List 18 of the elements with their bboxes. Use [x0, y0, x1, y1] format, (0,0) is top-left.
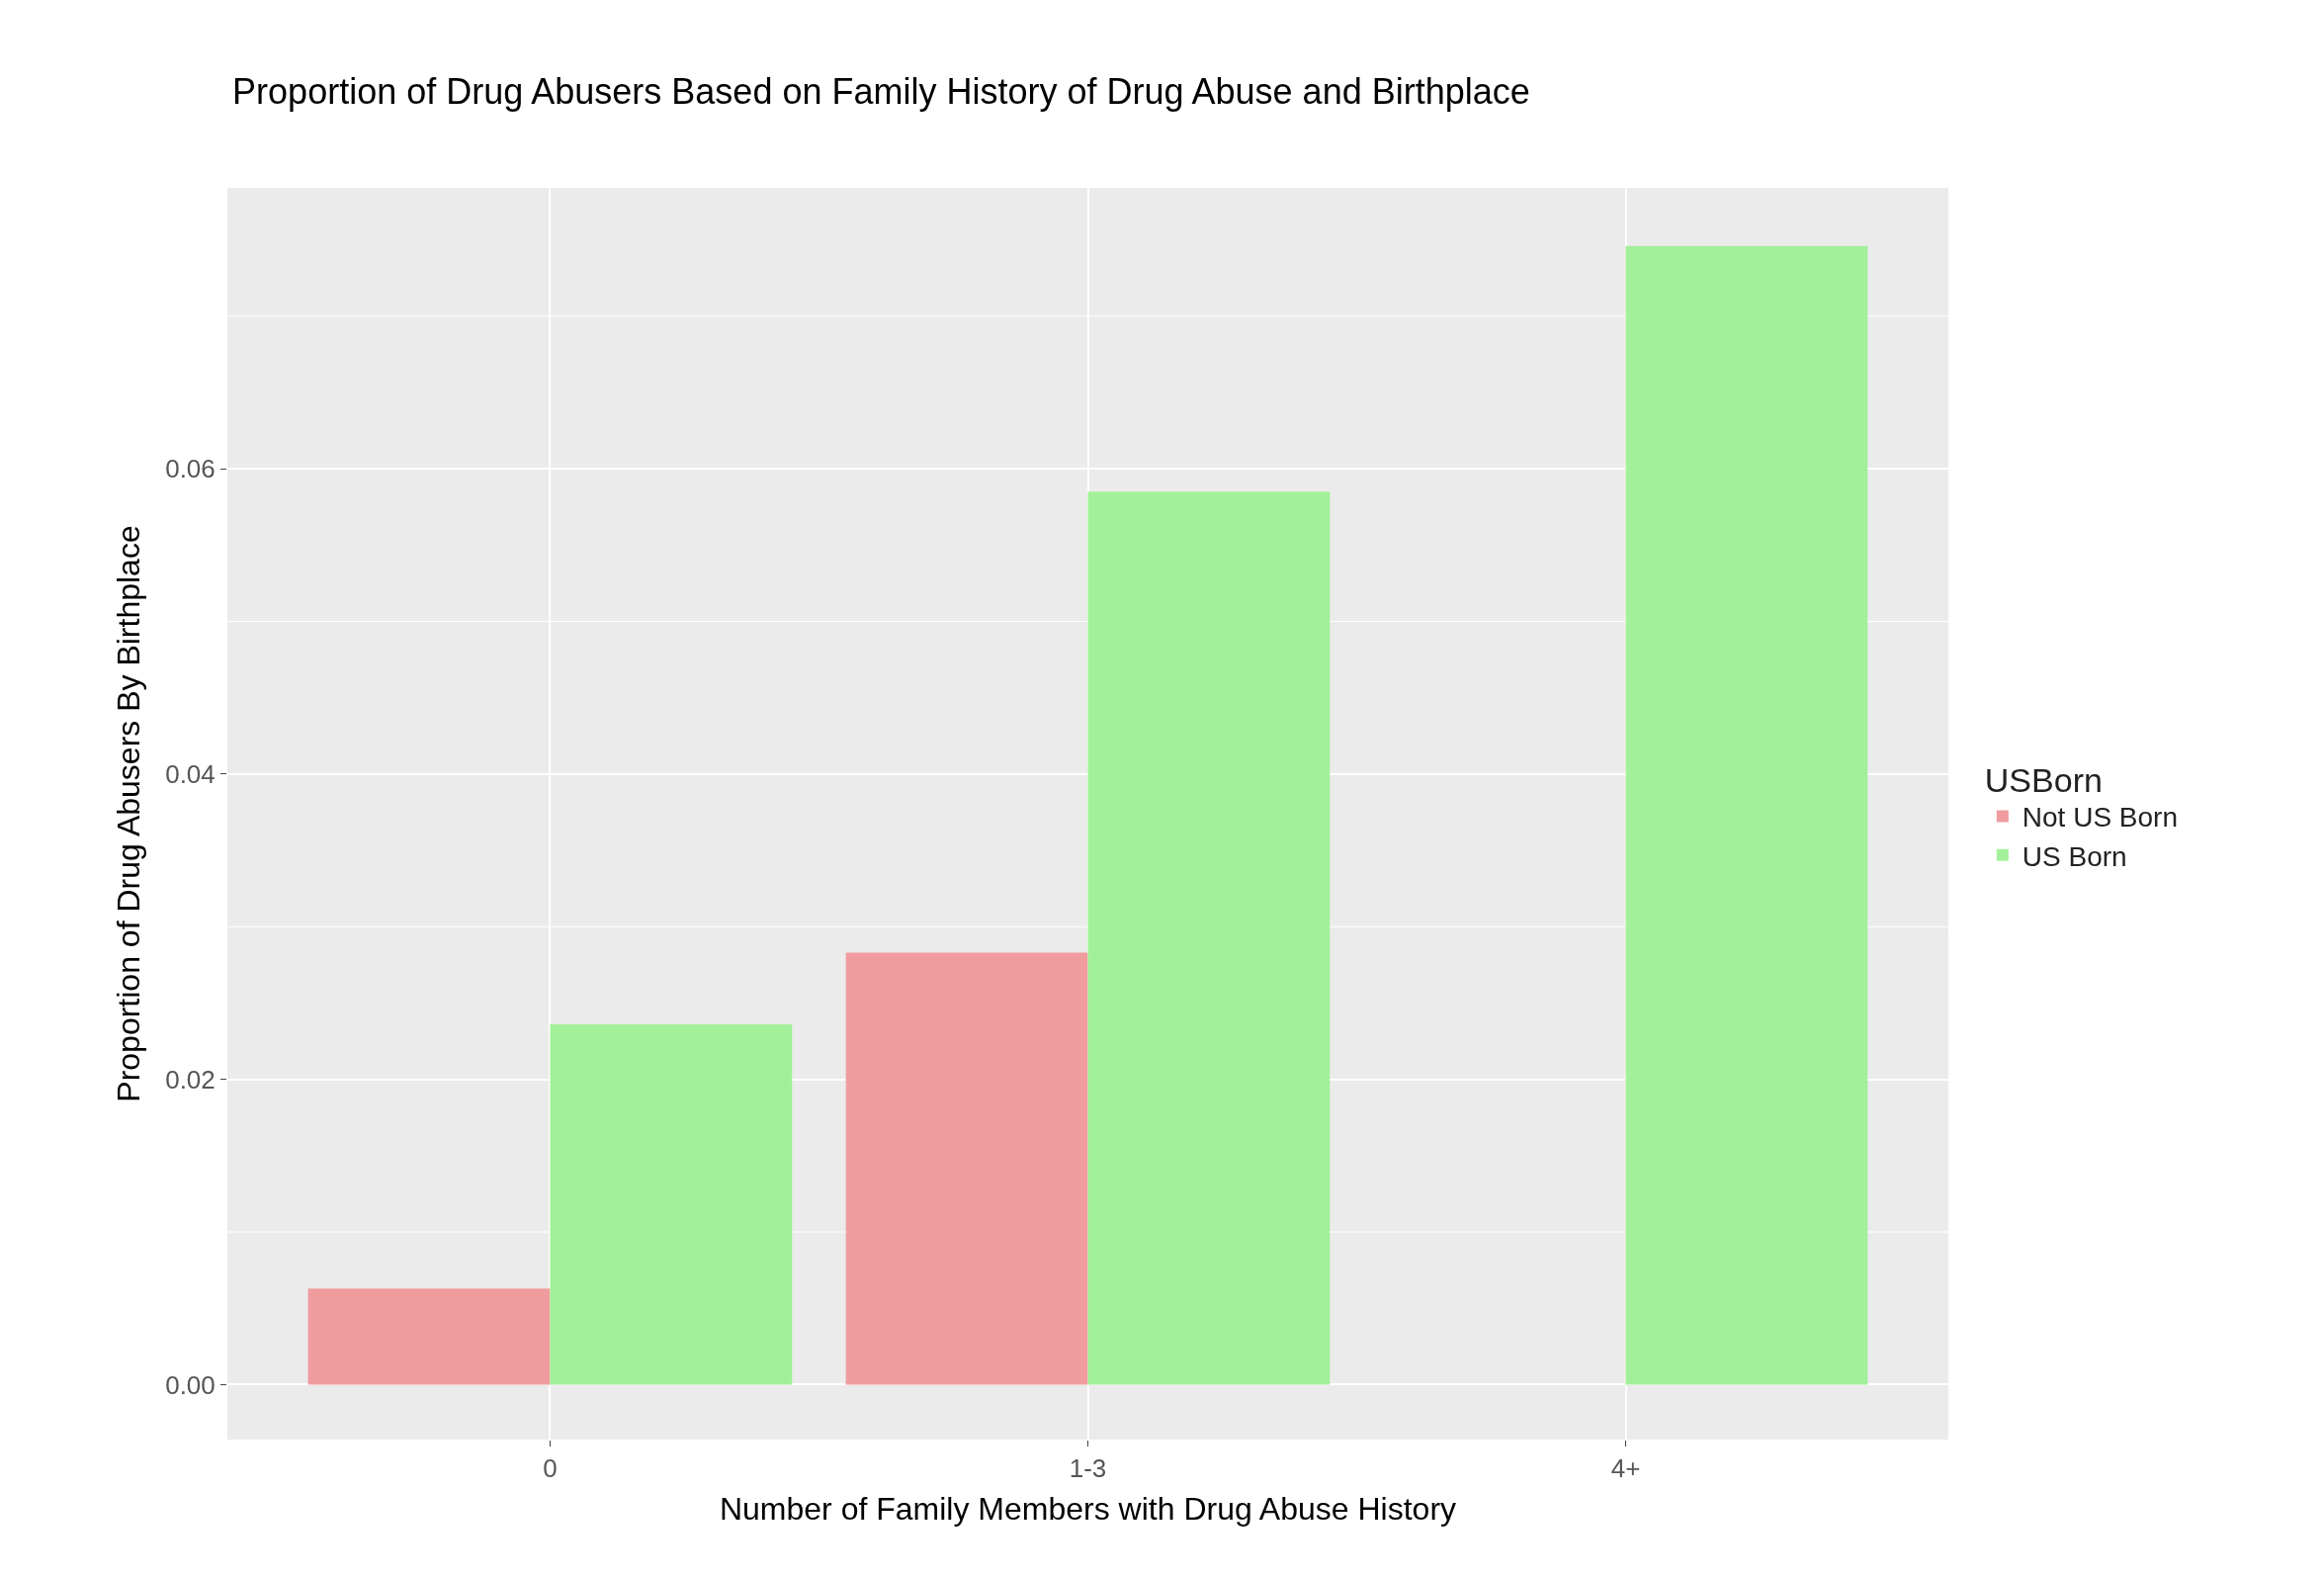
bar: [307, 1288, 551, 1385]
bar: [845, 952, 1088, 1385]
legend-title: USBorn: [1984, 760, 2103, 799]
x-tick-label: 0: [543, 1453, 558, 1484]
bar: [1087, 491, 1331, 1385]
y-tick-label: 0.02: [165, 1064, 215, 1095]
y-axis-title: Proportion of Drug Abusers By Birthplace: [111, 525, 147, 1102]
y-tick-label: 0.06: [165, 454, 215, 484]
chart-title: Proportion of Drug Abusers Based on Family History of Drug Abuse and Birthplace: [232, 71, 1530, 112]
y-tick-label: 0.04: [165, 758, 215, 789]
x-tick-label: 1-3: [1069, 1453, 1107, 1484]
x-tick-label: 4+: [1610, 1453, 1641, 1484]
y-tick-label: 0.00: [165, 1369, 215, 1400]
bar: [550, 1024, 793, 1385]
legend-label: US Born: [2022, 840, 2127, 872]
bar: [1625, 245, 1868, 1385]
x-axis-title: Number of Family Members with Drug Abuse History: [719, 1491, 1457, 1528]
legend-label: Not US Born: [2022, 802, 2178, 833]
